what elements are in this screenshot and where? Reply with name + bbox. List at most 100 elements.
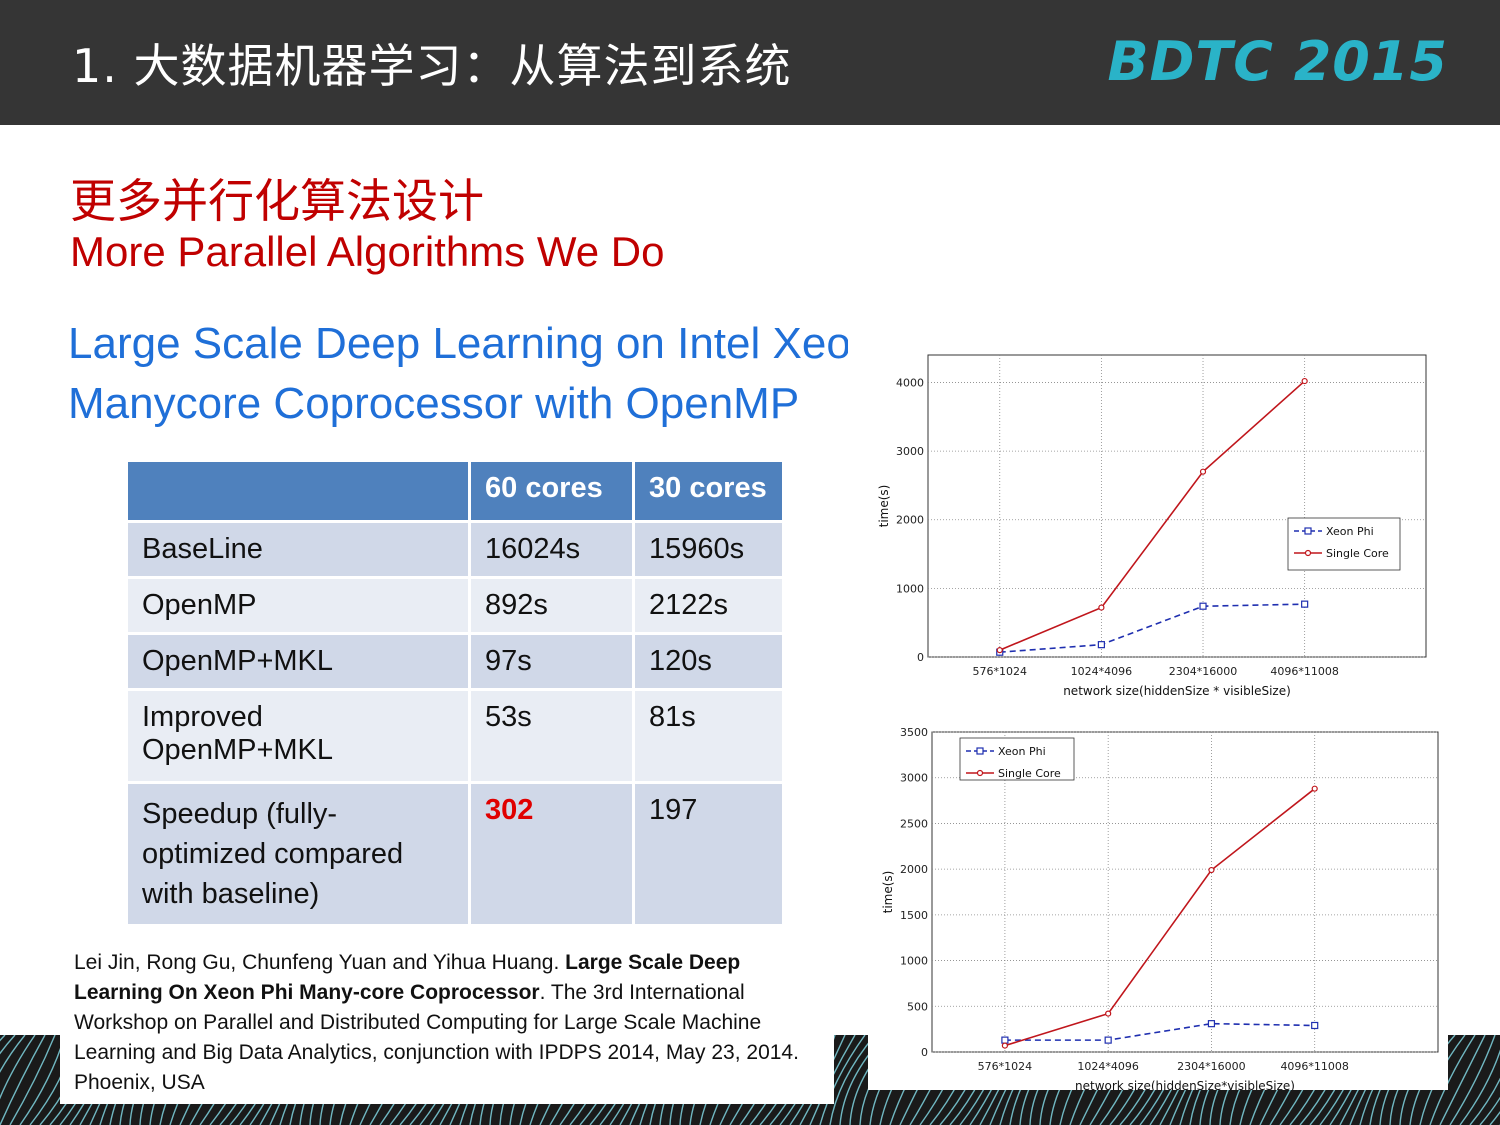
table-row: OpenMP+MKL 97s 120s [125, 632, 785, 691]
data-point [1001, 1036, 1009, 1044]
data-point [1301, 600, 1309, 608]
decorative-wave-line [1459, 1049, 1500, 1125]
data-point [1097, 641, 1105, 649]
data-point [1104, 1036, 1112, 1044]
y-axis-label: time(s) [877, 485, 891, 528]
section-title-line2: Manycore Coprocessor with OpenMP [68, 379, 800, 428]
data-point [1199, 468, 1207, 475]
data-point [1311, 785, 1318, 792]
table-cell: 892s [468, 576, 635, 635]
x-tick-label: 4096*11008 [1280, 1060, 1349, 1073]
slide-title: 1. 大数据机器学习：从算法到系统 [72, 39, 792, 93]
y-tick-label: 3500 [900, 726, 928, 739]
legend-label: Xeon Phi [1326, 525, 1374, 538]
subtitle-english: More Parallel Algorithms We Do [70, 228, 665, 275]
table-cell: BaseLine [125, 520, 471, 579]
y-tick-label: 1000 [900, 955, 928, 968]
y-tick-label: 1500 [900, 909, 928, 922]
section-title: Large Scale Deep Learning on Intel Xeon … [68, 314, 848, 434]
y-axis-label: time(s) [881, 871, 895, 914]
table-cell: 2122s [632, 576, 785, 635]
legend-label: Xeon Phi [998, 745, 1046, 758]
y-tick-label: 2000 [896, 514, 924, 527]
table-cell: 16024s [468, 520, 635, 579]
data-point [996, 647, 1003, 654]
table-header-cell: 30 cores [632, 459, 785, 523]
decorative-wave-line [1489, 1110, 1500, 1125]
y-tick-label: 0 [917, 651, 924, 664]
y-tick-label: 2500 [900, 817, 928, 830]
data-point [1098, 604, 1105, 611]
y-tick-label: 4000 [896, 376, 924, 389]
header-bar: 1. 大数据机器学习：从算法到系统 BDTC 2015 [0, 0, 1500, 125]
table-header-row: 60 cores 30 cores [125, 459, 785, 523]
chart-bottom: 0 500 1000 1500 2000 2500 3000 3500 576*1024 1024… [868, 722, 1448, 1093]
chart-top: 0 1000 2000 3000 4000 576*1024 1024*4096 2304*1… [868, 350, 1438, 705]
series-line [999, 603, 1305, 653]
legend-marker [976, 747, 984, 755]
data-point [1001, 1042, 1009, 1049]
table-cell: 120s [632, 632, 785, 691]
citation: Lei Jin, Rong Gu, Chunfeng Yuan and Yihu… [60, 948, 834, 1104]
chart-top-svg: 0 1000 2000 3000 4000 576*1024 1024*4096 2304*1… [877, 354, 1427, 698]
legend-marker [976, 769, 984, 777]
citation-title: Large Scale Deep Learning On Xeon Phi Ma… [74, 951, 741, 1004]
table-cell: Speedup (fully-optimized compared with b… [125, 781, 471, 927]
decorative-wave-line [0, 1035, 26, 1073]
decorative-wave-line [0, 1035, 36, 1100]
decorative-wave-line [829, 1035, 876, 1125]
data-point [1105, 1010, 1112, 1017]
legend-label: Single Core [1326, 547, 1389, 560]
decorative-wave-line [1439, 1035, 1486, 1125]
table-row: Speedup (fully-optimized compared with b… [125, 781, 785, 927]
y-tick-label: 3000 [900, 772, 928, 785]
section-title-line1: Large Scale Deep Learning on Intel Xeon … [68, 319, 848, 368]
table-cell: OpenMP [125, 576, 471, 635]
plot-area [931, 731, 1439, 1053]
table-cell: OpenMP+MKL [125, 632, 471, 691]
table-cell: 53s [468, 688, 635, 784]
x-axis-label: network size(hiddenSize*visibleSize) [1075, 1079, 1295, 1090]
data-point [1301, 377, 1308, 385]
y-tick-label: 2000 [900, 863, 928, 876]
bdtc-logo: BDTC 2015 [1107, 30, 1448, 93]
legend-label: Single Core [998, 767, 1061, 780]
decorative-wave-line [819, 1035, 866, 1125]
subtitle-chinese: 更多并行化算法设计 [70, 174, 484, 228]
citation-details: . The 3rd International Workshop on Para… [74, 981, 799, 1094]
table-header-cell: 60 cores [468, 459, 635, 523]
speedup-highlight: 302 [468, 781, 635, 927]
table-cell: Improved OpenMP+MKL [125, 688, 471, 784]
y-tick-label: 1000 [896, 582, 924, 595]
series-line [999, 380, 1306, 651]
data-point [1207, 1020, 1216, 1028]
x-tick-label: 1024*4096 [1077, 1060, 1139, 1073]
y-tick-label: 500 [907, 1000, 928, 1013]
data-point [1311, 1021, 1319, 1030]
y-tick-label: 0 [921, 1046, 928, 1059]
decorative-wave-line [1449, 1035, 1496, 1125]
table-row: BaseLine 16024s 15960s [125, 520, 785, 579]
table-row: OpenMP 892s 2122s [125, 576, 785, 635]
series-line [1004, 788, 1316, 1047]
decorative-wave-line [0, 1035, 46, 1125]
x-tick-label: 1024*4096 [1071, 665, 1133, 678]
chart-bottom-svg: 0 500 1000 1500 2000 2500 3000 3500 576*1024 1024… [881, 726, 1439, 1093]
legend-marker [1304, 527, 1312, 535]
table-row: Improved OpenMP+MKL 53s 81s [125, 688, 785, 784]
decorative-wave-line [1429, 1035, 1476, 1125]
x-tick-label: 576*1024 [978, 1060, 1033, 1073]
table-cell: 97s [468, 632, 635, 691]
citation-authors: Lei Jin, Rong Gu, Chunfeng Yuan and Yihu… [74, 951, 566, 974]
x-tick-label: 576*1024 [973, 665, 1028, 678]
data-point [1199, 602, 1207, 610]
table-header-cell [125, 459, 471, 523]
x-tick-label: 4096*11008 [1270, 665, 1339, 678]
table-cell: 15960s [632, 520, 785, 579]
x-tick-label: 2304*16000 [1177, 1060, 1246, 1073]
x-tick-label: 2304*16000 [1169, 665, 1238, 678]
decorative-wave-line [9, 1035, 56, 1125]
series-line [1004, 1022, 1315, 1041]
data-point [1208, 866, 1215, 874]
table-cell: 81s [632, 688, 785, 784]
